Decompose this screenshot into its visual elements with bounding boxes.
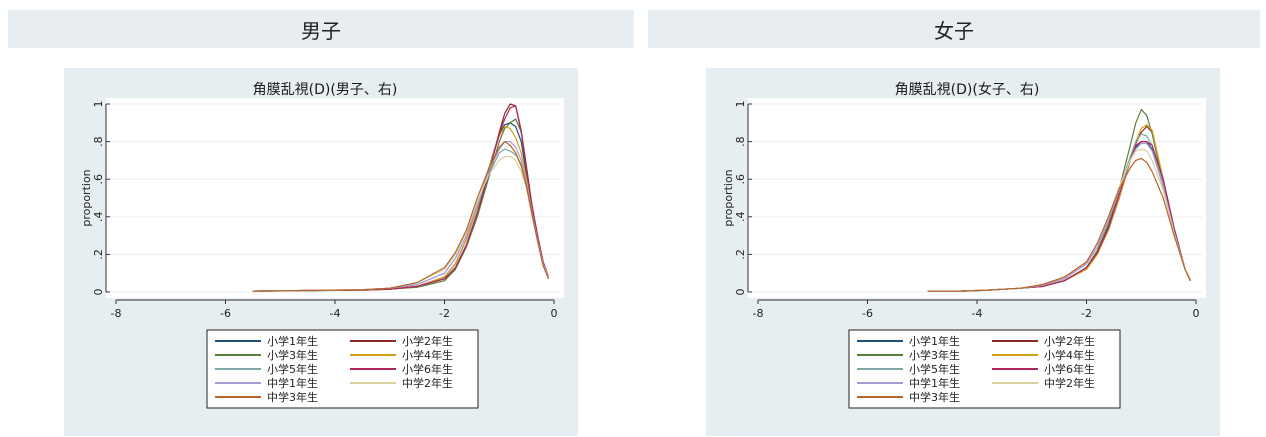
series-line [252, 105, 550, 292]
column-header-label: 男子 [301, 18, 341, 43]
y-tick-label: 1 [92, 101, 105, 108]
x-tick-label: 0 [1193, 307, 1200, 320]
legend-label: 小学3年生 [267, 348, 318, 362]
y-tick-label: .4 [92, 212, 105, 223]
y-tick-label: 0 [92, 289, 105, 296]
chart-title: 角膜乱視(D)(男子、右) [253, 82, 398, 98]
legend-label: 小学5年生 [909, 362, 960, 376]
series-line [927, 157, 1192, 292]
x-tick-label: -6 [862, 307, 873, 320]
legend-label: 中学2年生 [1044, 376, 1095, 390]
chart-title: 角膜乱視(D)(女子、右) [895, 81, 1040, 98]
legend-label: 小学1年生 [267, 334, 318, 348]
legend-label: 小学5年生 [267, 362, 318, 376]
legend-label: 小学6年生 [1044, 362, 1095, 376]
legend-label: 中学2年生 [402, 376, 453, 390]
chart-boys: 角膜乱視(D)(男子、右) 0 .2 .4 .6 .8 1 proportion -8 -6 -4 -… [64, 68, 578, 436]
legend-label: 中学1年生 [909, 376, 960, 390]
legend-label: 小学3年生 [909, 348, 960, 362]
x-tick-label: -4 [972, 307, 983, 320]
y-axis-label: proportion [722, 169, 735, 226]
x-tick-label: 0 [551, 307, 558, 320]
y-tick-label: 0 [734, 289, 747, 296]
chart-girls: 角膜乱視(D)(女子、右) 0 .2 .4 .6 .8 1 proportion -8 -6 -4 -… [706, 68, 1220, 436]
chart-panel-boys: 角膜乱視(D)(男子、右) 0 .2 .4 .6 .8 1 proportion -8 -6 -4 -… [64, 68, 578, 436]
legend-label: 小学4年生 [402, 348, 453, 362]
x-tick-label: -2 [1081, 307, 1092, 320]
plot-area [106, 98, 564, 298]
column-header-girls: 女子 [648, 10, 1260, 48]
y-tick-label: .8 [734, 136, 747, 147]
plot-area [748, 98, 1206, 298]
x-tick-label: -4 [330, 307, 341, 320]
column-header-boys: 男子 [8, 10, 634, 48]
y-tick-label: 1 [734, 101, 747, 108]
x-tick-label: -8 [111, 307, 122, 320]
column-header-label: 女子 [934, 18, 974, 43]
x-tick-label: -2 [439, 307, 450, 320]
y-tick-label: .2 [734, 249, 747, 260]
legend-label: 中学1年生 [267, 376, 318, 390]
legend-label: 小学6年生 [402, 362, 453, 376]
y-tick-label: .8 [92, 136, 105, 147]
y-tick-label: .6 [734, 174, 747, 185]
legend-label: 小学2年生 [402, 334, 453, 348]
legend-label: 小学1年生 [909, 334, 960, 348]
y-tick-label: .6 [92, 174, 105, 185]
chart-panel-girls: 角膜乱視(D)(女子、右) 0 .2 .4 .6 .8 1 proportion -8 -6 -4 -… [706, 68, 1220, 436]
series-line [252, 140, 550, 292]
y-axis-label: proportion [80, 169, 93, 226]
x-tick-label: -8 [753, 307, 764, 320]
x-tick-label: -6 [220, 307, 231, 320]
legend-label: 小学2年生 [1044, 334, 1095, 348]
y-tick-label: .4 [734, 212, 747, 223]
legend-label: 中学3年生 [267, 390, 318, 404]
y-tick-label: .2 [92, 249, 105, 260]
legend-label: 小学4年生 [1044, 348, 1095, 362]
legend-label: 中学3年生 [909, 390, 960, 404]
